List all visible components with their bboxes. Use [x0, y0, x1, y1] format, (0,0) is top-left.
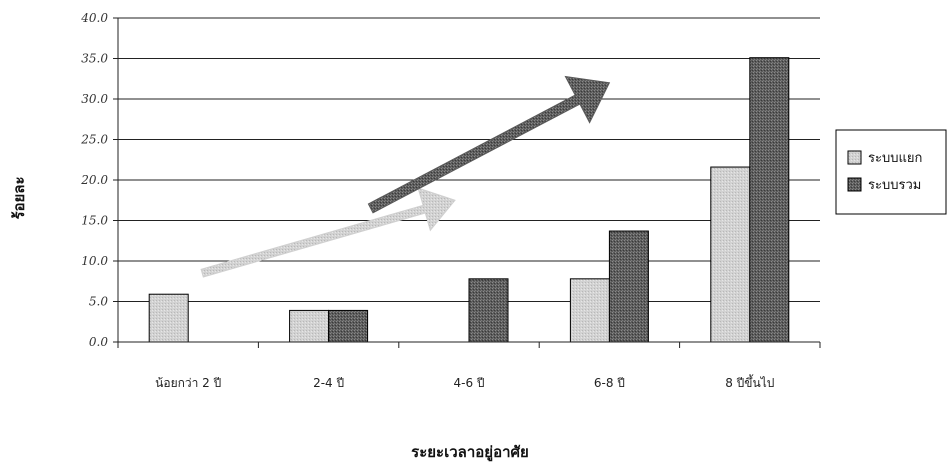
y-tick-label: 5.0	[89, 295, 108, 309]
bar-separate	[289, 309, 330, 343]
bar-combined	[608, 230, 649, 343]
x-axis-title: ระยะเวลาอยู่อาศัย	[411, 443, 529, 462]
y-tick-label: 35.0	[81, 52, 108, 66]
y-tick-label: 25.0	[80, 133, 108, 147]
legend: ระบบแยก ระบบรวม	[835, 129, 947, 215]
y-tick-label: 30.0	[81, 92, 108, 106]
x-category-label: น้อยกว่า 2 ปี	[155, 376, 221, 390]
axes	[117, 18, 820, 343]
x-category-label: 8 ปีขึ้นไป	[725, 374, 774, 390]
bars	[148, 57, 790, 343]
x-category-label: 4-6 ปี	[453, 376, 484, 390]
legend-label-separate: ระบบแยก	[868, 151, 922, 166]
bar-separate	[569, 278, 610, 343]
x-category-label: 6-8 ปี	[594, 376, 625, 390]
x-category-label: 2-4 ปี	[313, 376, 344, 390]
y-axis-title: ร้อยละ	[10, 176, 28, 219]
x-axis-ticks: น้อยกว่า 2 ปี 2-4 ปี 4-6 ปี 6-8 ปี 8 ปีขึ้นไ…	[117, 342, 821, 390]
trend-arrow-combined	[367, 75, 611, 214]
y-tick-label: 15.0	[81, 214, 108, 228]
y-tick-label: 40.0	[80, 11, 108, 25]
legend-swatch-separate	[847, 150, 862, 165]
y-tick-label: 0.0	[89, 335, 108, 349]
bar-combined	[749, 57, 790, 343]
trend-arrow-separate	[200, 187, 456, 278]
bar-combined	[468, 278, 509, 343]
bar-separate	[148, 293, 189, 343]
y-tick-label: 10.0	[81, 254, 108, 268]
legend-swatch-combined	[847, 177, 862, 192]
bar-combined	[328, 309, 369, 343]
trend-arrows	[200, 75, 611, 278]
legend-frame	[835, 129, 947, 215]
legend-label-combined: ระบบรวม	[868, 178, 921, 193]
bar-separate	[710, 166, 751, 343]
y-tick-label: 20.0	[80, 173, 108, 187]
y-axis-ticks: 0.0 5.0 10.0 15.0 20.0 25.0 30.0 35.0 40.0	[80, 11, 118, 349]
